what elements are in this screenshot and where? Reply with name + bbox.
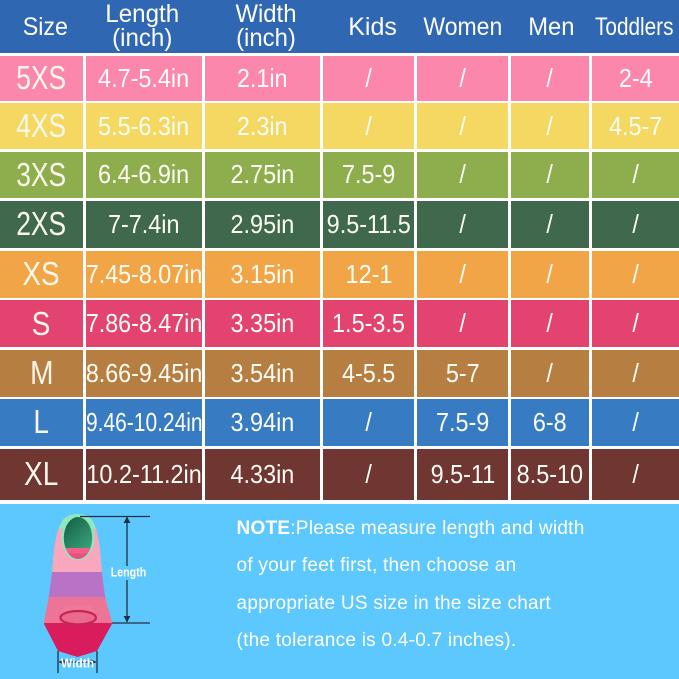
svg-text:Width: Width [61, 657, 94, 671]
svg-text:Length: Length [111, 565, 147, 580]
